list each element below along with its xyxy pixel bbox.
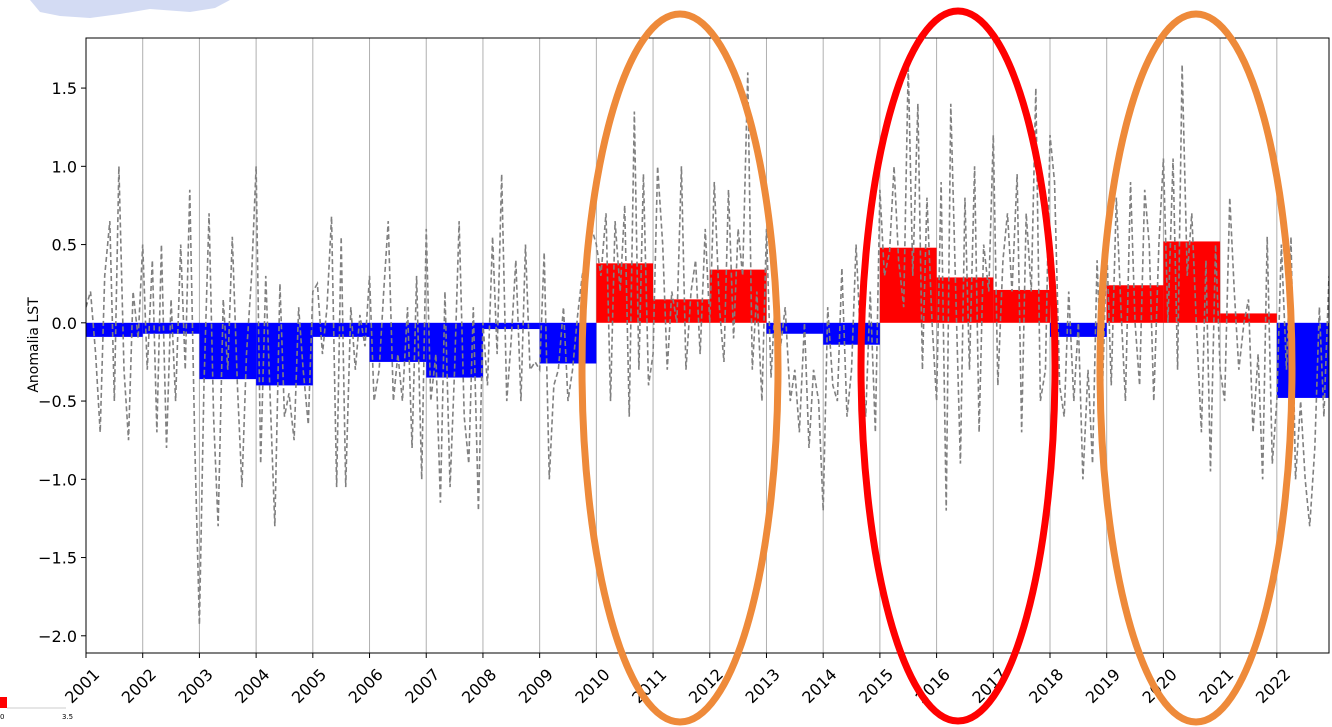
chart: −2.0 −1.5 −1.0 −0.5 0.0 0.5 1.0 1.5 2001 2002 2003… — [0, 0, 1332, 727]
bar — [1163, 241, 1220, 322]
x-tick-label: 2006 — [345, 665, 387, 707]
axes: −2.0 −1.5 −1.0 −0.5 0.0 0.5 1.0 1.5 2001 2002 2003… — [38, 79, 1294, 707]
map-fragment — [30, 0, 230, 18]
x-tick-label: 2019 — [1082, 665, 1124, 707]
y-tick-label: −0.5 — [38, 392, 77, 411]
x-tick-label: 2015 — [855, 665, 897, 707]
x-tick-label: 2007 — [401, 665, 443, 707]
y-tick-label: −1.5 — [38, 549, 77, 568]
bar — [937, 277, 994, 322]
y-tick-label: 1.0 — [52, 157, 77, 176]
x-tick-label: 2004 — [231, 665, 273, 707]
x-tick-label: 2002 — [118, 665, 160, 707]
colorbar-fragment — [0, 697, 7, 708]
x-tick-label: 2022 — [1252, 665, 1294, 707]
colorbar-label: 0 — [0, 713, 4, 721]
bar — [199, 323, 256, 379]
y-tick-label: 0.0 — [52, 314, 77, 333]
colorbar-label: 3.5 — [62, 713, 73, 721]
y-tick-label: −2.0 — [38, 627, 77, 646]
y-axis-label: Anomalia LST — [26, 297, 42, 393]
x-tick-label: 2001 — [61, 665, 103, 707]
x-tick-label: 2003 — [174, 665, 216, 707]
bar — [653, 299, 710, 322]
y-tick-label: 1.5 — [52, 79, 77, 98]
page: −2.0 −1.5 −1.0 −0.5 0.0 0.5 1.0 1.5 2001 2002 2003… — [0, 0, 1332, 727]
x-tick-label: 2014 — [798, 665, 840, 707]
x-tick-label: 2009 — [515, 665, 557, 707]
x-tick-label: 2008 — [458, 665, 500, 707]
y-tick-label: 0.5 — [52, 236, 77, 255]
x-tick-label: 2005 — [288, 665, 330, 707]
bar — [540, 323, 597, 364]
x-tick-label: 2013 — [742, 665, 784, 707]
bar — [143, 323, 200, 334]
highlight-ellipse — [1100, 14, 1292, 722]
bar — [596, 263, 653, 322]
x-tick-label: 2010 — [571, 665, 613, 707]
highlight-ellipse — [582, 14, 778, 722]
x-tick-label: 2018 — [1025, 665, 1067, 707]
y-tick-label: −1.0 — [38, 470, 77, 489]
